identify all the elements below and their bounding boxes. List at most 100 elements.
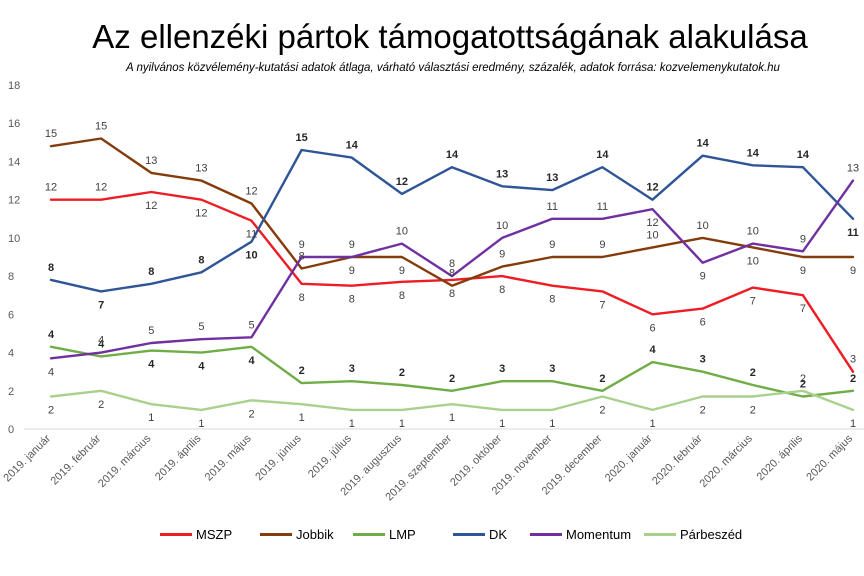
data-label-momentum: 11 [547,201,558,213]
data-label-párbeszéd: 1 [449,412,455,424]
data-label-momentum: 4 [48,366,54,378]
data-label-lmp: 2 [750,367,756,379]
data-label-mszp: 11 [246,229,257,241]
data-label-momentum: 9 [800,233,806,245]
data-label-jobbik: 9 [399,265,405,277]
data-label-párbeszéd: 1 [850,418,856,430]
data-label-lmp: 2 [449,373,455,385]
data-label-párbeszéd: 1 [198,418,204,430]
data-label-momentum: 5 [148,325,154,337]
data-label-mszp: 6 [649,322,655,334]
data-label-mszp: 6 [700,317,706,329]
data-label-párbeszéd: 2 [98,399,104,411]
data-label-párbeszéd: 2 [800,373,806,385]
data-label-momentum: 9 [299,239,305,251]
legend-swatch [160,532,192,536]
legend-label: Párbeszéd [680,526,743,542]
data-label-jobbik: 10 [646,229,658,241]
data-label-momentum: 9 [349,239,355,251]
legend-swatch [453,532,485,536]
data-label-dk: 11 [847,227,859,239]
data-label-lmp: 3 [349,363,355,375]
data-label-dk: 14 [697,138,710,150]
y-tick-label: 18 [8,80,20,92]
data-label-mszp: 3 [850,354,856,366]
data-label-lmp: 3 [499,363,505,375]
legend-swatch [644,532,676,536]
data-label-párbeszéd: 1 [299,412,305,424]
legend-item-dk: DK [453,524,507,544]
y-tick-label: 10 [8,233,20,245]
data-label-momentum: 10 [396,226,408,238]
data-label-jobbik: 9 [850,265,856,277]
x-tick-label: 2019. április [153,432,204,483]
data-label-mszp: 12 [145,200,157,212]
data-label-momentum: 9 [700,271,706,283]
legend-label: DK [489,526,508,542]
data-label-momentum: 5 [198,321,204,333]
data-label-jobbik: 9 [349,265,355,277]
legend-swatch [260,532,292,536]
data-label-párbeszéd: 1 [499,418,505,430]
data-label-jobbik: 15 [45,128,57,140]
legend-item-momentum: Momentum [530,524,631,544]
data-label-lmp: 2 [299,365,305,377]
x-tick-label: 2020. január [603,432,655,484]
y-tick-label: 0 [8,424,14,436]
data-label-jobbik: 13 [195,163,207,175]
legend-swatch [353,532,385,536]
legend-item-jobbik: Jobbik [260,524,334,544]
data-label-jobbik: 10 [747,255,759,267]
series-line-jobbik [49,137,855,287]
data-label-jobbik: 8 [299,250,305,262]
data-label-lmp: 4 [48,329,55,341]
x-tick-label: 2020. március [698,432,756,490]
legend-item-mszp: MSZP [160,524,232,544]
data-label-párbeszéd: 2 [599,405,605,417]
data-label-mszp: 7 [800,303,806,315]
data-label-momentum: 5 [248,319,254,331]
data-label-lmp: 4 [198,361,205,373]
x-tick-label: 2020. május [804,432,855,483]
data-label-mszp: 12 [95,182,107,194]
legend-swatch [530,532,562,536]
data-label-jobbik: 8 [449,268,455,280]
data-label-dk: 15 [296,132,308,144]
data-label-párbeszéd: 2 [700,405,706,417]
data-label-jobbik: 15 [95,121,107,133]
data-label-lmp: 2 [800,379,806,391]
series-line-mszp [49,190,855,373]
data-label-dk: 7 [98,299,104,311]
data-label-párbeszéd: 1 [148,412,154,424]
data-label-dk: 12 [396,176,408,188]
y-tick-label: 8 [8,271,14,283]
data-label-mszp: 8 [449,288,455,300]
data-label-párbeszéd: 2 [750,405,756,417]
data-label-dk: 10 [245,250,257,262]
data-label-lmp: 2 [599,373,605,385]
data-label-mszp: 8 [549,294,555,306]
data-label-dk: 14 [446,149,459,161]
data-label-jobbik: 12 [245,185,257,197]
data-label-dk: 14 [797,149,810,161]
data-label-momentum: 11 [597,201,608,213]
data-label-jobbik: 9 [800,265,806,277]
data-label-lmp: 2 [399,367,405,379]
data-label-momentum: 8 [449,258,455,270]
data-label-párbeszéd: 2 [248,408,254,420]
data-label-mszp: 8 [399,290,405,302]
data-label-momentum: 13 [847,163,859,175]
data-label-mszp: 12 [45,182,57,194]
data-label-lmp: 4 [98,338,105,350]
series-line-momentum [49,179,855,360]
data-label-lmp: 3 [700,354,706,366]
data-label-momentum: 12 [646,217,658,229]
data-label-lmp: 4 [148,359,155,371]
data-label-lmp: 4 [248,355,255,367]
data-label-dk: 8 [148,266,154,278]
data-label-jobbik: 9 [549,239,555,251]
data-label-lmp: 4 [649,344,656,356]
data-label-mszp: 8 [499,284,505,296]
data-label-dk: 13 [546,172,558,184]
data-label-dk: 14 [747,147,760,159]
